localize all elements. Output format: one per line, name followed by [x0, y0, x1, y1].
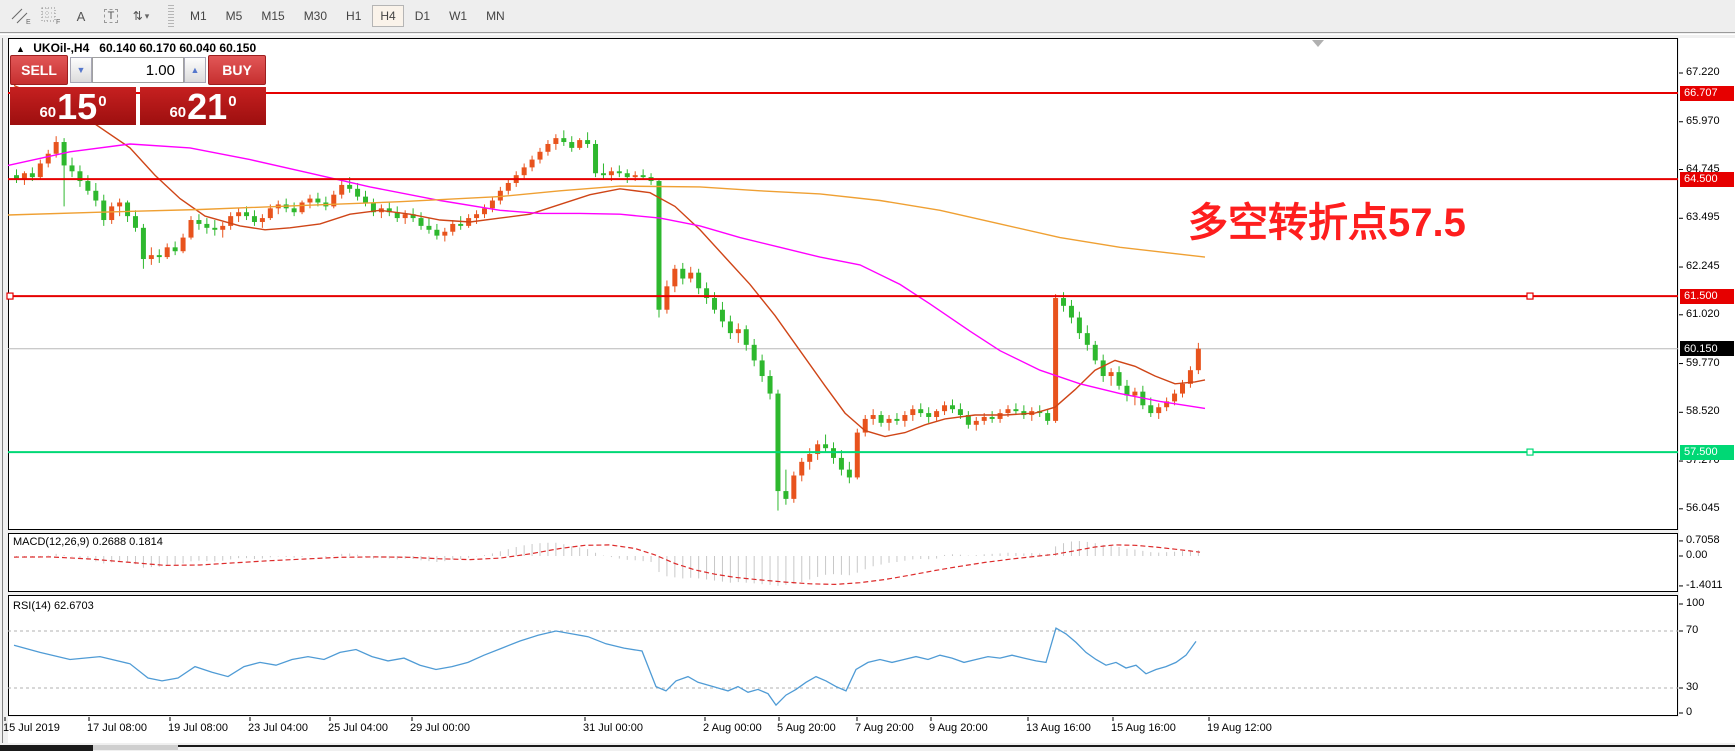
time-label: 23 Jul 04:00	[248, 722, 308, 734]
macd-tick-0.00: 0.00	[1686, 549, 1708, 561]
timeframe-button-mn[interactable]: MN	[486, 9, 505, 23]
volume-input[interactable]: 1.00	[92, 57, 184, 83]
volume-increase-button[interactable]: ▲	[184, 57, 206, 83]
symbol-timeframe: UKOil-,H4	[33, 41, 90, 55]
text-box-icon[interactable]: T	[98, 3, 124, 29]
price-badge-64.500: 64.500	[1680, 171, 1734, 187]
price-tick-59.770: 59.770	[1686, 356, 1720, 369]
price-badge-57.500: 57.500	[1680, 444, 1734, 460]
buy-button[interactable]: BUY	[208, 55, 266, 85]
timeframe-button-h1[interactable]: H1	[346, 9, 362, 23]
macd-tick-0.7058: 0.7058	[1686, 533, 1720, 546]
toolbar-grip[interactable]	[168, 5, 174, 27]
rsi-tick-0: 0	[1686, 706, 1693, 718]
window-left-border	[2, 38, 3, 743]
one-click-trading-panel: SELL ▼ 1.00 ▲ BUY 60 15 0 60 21 0	[10, 55, 266, 125]
rsi-tick-70: 70	[1686, 624, 1699, 636]
arrows-icon[interactable]: ⇅ ▾	[132, 9, 150, 23]
price-tick-58.520: 58.520	[1686, 405, 1720, 418]
sell-price-prefix: 60	[39, 104, 57, 121]
time-axis[interactable]	[8, 717, 1735, 743]
price-tick-56.045: 56.045	[1686, 501, 1720, 514]
rsi-panel[interactable]	[8, 595, 1678, 716]
buy-price-big: 21	[187, 86, 228, 127]
price-axis[interactable]	[1679, 38, 1735, 743]
time-label: 7 Aug 20:00	[855, 722, 914, 734]
macd-panel[interactable]	[8, 533, 1678, 592]
time-label: 19 Jul 08:00	[168, 722, 228, 734]
price-badge-61.500: 61.500	[1680, 288, 1734, 304]
svg-text:E: E	[26, 19, 31, 26]
time-label: 15 Aug 16:00	[1111, 722, 1176, 734]
time-label: 5 Aug 20:00	[777, 722, 836, 734]
window-separator	[0, 34, 1735, 35]
ohlc-values: 60.140 60.170 60.040 60.150	[99, 41, 257, 55]
time-label: 29 Jul 00:00	[410, 722, 470, 734]
time-label: 9 Aug 20:00	[929, 722, 988, 734]
text-label-icon[interactable]: A	[76, 8, 86, 24]
toolbar: E F A T ⇅ ▾ M1 M5 M15 M30 H1 H4 D1 W1 MN	[0, 0, 1735, 33]
price-tick-61.020: 61.020	[1686, 307, 1720, 320]
time-label: 15 Jul 2019	[3, 722, 60, 734]
buy-price-prefix: 60	[169, 104, 187, 121]
timeframe-button-m1[interactable]: M1	[190, 9, 207, 23]
buy-price-sup: 0	[228, 93, 237, 110]
collapse-arrow-icon[interactable]: ▲	[16, 44, 25, 54]
macd-tick--1.4011: -1.4011	[1686, 578, 1723, 591]
time-label: 17 Jul 08:00	[87, 722, 147, 734]
buy-price-display[interactable]: 60 21 0	[140, 87, 266, 125]
rsi-tick-100: 100	[1686, 597, 1705, 609]
sell-button[interactable]: SELL	[10, 55, 68, 85]
sell-price-display[interactable]: 60 15 0	[10, 87, 136, 125]
macd-label: MACD(12,26,9) 0.2688 0.1814	[13, 536, 163, 548]
hscroll-thumb[interactable]	[0, 745, 93, 751]
price-tick-63.495: 63.495	[1686, 211, 1720, 224]
price-tick-65.970: 65.970	[1686, 114, 1720, 127]
price-tick-64.745: 64.745	[1686, 162, 1720, 175]
timeframe-button-h4[interactable]: H4	[372, 5, 404, 27]
rsi-tick-30: 30	[1686, 681, 1699, 693]
chart-shift-marker-icon[interactable]	[1312, 40, 1324, 47]
price-tick-67.220: 67.220	[1686, 66, 1720, 78]
timeframe-button-w1[interactable]: W1	[449, 9, 468, 23]
fibonacci-grid-icon[interactable]: F	[38, 3, 64, 29]
annotation-text[interactable]: 多空转折点57.5	[1188, 201, 1466, 245]
volume-decrease-button[interactable]: ▼	[70, 57, 92, 83]
time-label: 13 Aug 16:00	[1026, 722, 1091, 734]
time-label: 31 Jul 00:00	[583, 722, 643, 734]
equidistant-channel-icon[interactable]: E	[8, 3, 34, 29]
timeframe-button-m30[interactable]: M30	[303, 9, 328, 23]
sell-price-sup: 0	[98, 93, 107, 110]
price-badge-66.707: 66.707	[1680, 85, 1734, 101]
timeframe-button-m5[interactable]: M5	[225, 9, 243, 23]
time-label: 25 Jul 04:00	[328, 722, 388, 734]
time-label: 2 Aug 00:00	[703, 722, 762, 734]
hscroll-track[interactable]	[178, 745, 1735, 747]
hscroll-thumb-light[interactable]	[93, 745, 178, 750]
chart-title: ▲ UKOil-,H4 60.140 60.170 60.040 60.150	[16, 41, 256, 55]
price-tick-62.245: 62.245	[1686, 260, 1720, 273]
timeframe-button-d1[interactable]: D1	[414, 9, 431, 23]
svg-text:F: F	[56, 19, 60, 26]
time-label: 19 Aug 12:00	[1207, 722, 1272, 734]
rsi-label: RSI(14) 62.6703	[13, 600, 94, 612]
timeframe-button-m15[interactable]: M15	[261, 9, 285, 23]
sell-price-big: 15	[57, 86, 98, 127]
current-price-badge: 60.150	[1680, 341, 1734, 357]
